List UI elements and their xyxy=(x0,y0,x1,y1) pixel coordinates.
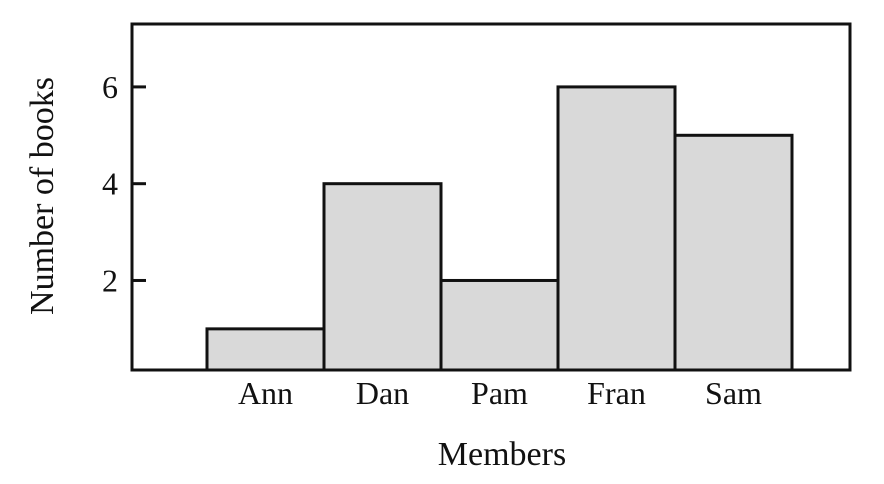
x-tick-label-fran: Fran xyxy=(587,375,646,411)
x-axis-label: Members xyxy=(438,436,566,473)
bar-sam xyxy=(673,133,794,372)
x-category-labels: Ann Dan Pam Fran Sam xyxy=(238,375,762,411)
bars-group xyxy=(205,85,794,372)
x-tick-label-ann: Ann xyxy=(238,375,293,411)
x-tick-label-sam: Sam xyxy=(705,375,762,411)
bar-pam xyxy=(439,278,560,372)
y-tick-label-2: 2 xyxy=(102,262,118,298)
bar-dan xyxy=(322,182,443,372)
y-tick-label-4: 4 xyxy=(102,166,118,202)
bar-fran xyxy=(556,85,677,372)
x-tick-label-dan: Dan xyxy=(356,375,409,411)
bar-ann xyxy=(205,327,326,372)
x-tick-label-pam: Pam xyxy=(471,375,528,411)
y-ticks-group: 2 4 6 xyxy=(102,69,146,298)
y-tick-label-6: 6 xyxy=(102,69,118,105)
y-axis-label: Number of books xyxy=(24,77,61,315)
plot-frame xyxy=(130,22,852,372)
